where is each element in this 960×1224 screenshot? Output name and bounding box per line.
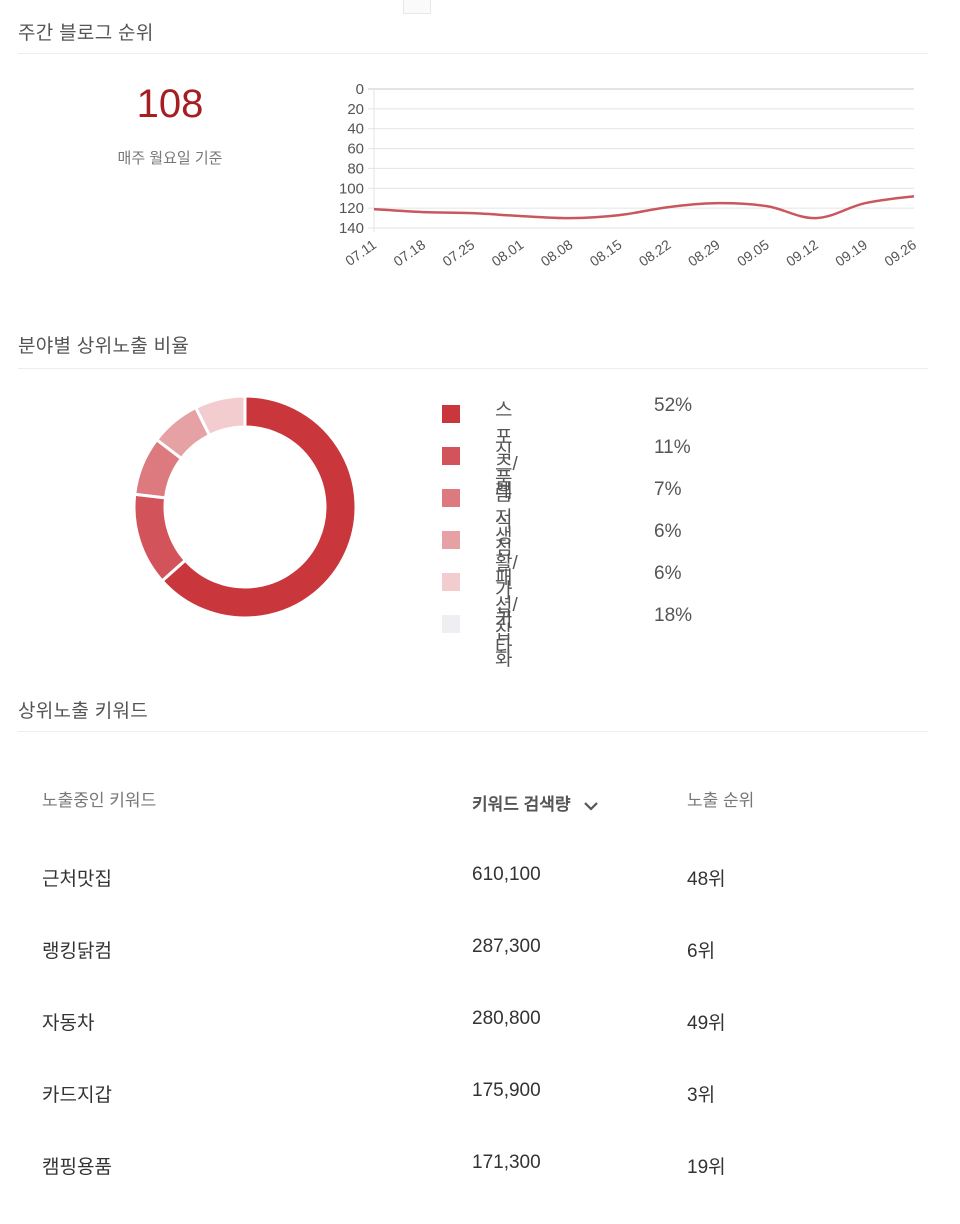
rank-cell: 19위 xyxy=(687,1157,726,1178)
svg-text:60: 60 xyxy=(347,141,364,158)
keywords-title: 상위노출 키워드 xyxy=(18,701,149,722)
svg-text:07.25: 07.25 xyxy=(439,236,477,269)
svg-text:09.05: 09.05 xyxy=(734,236,772,269)
legend-swatch-icon xyxy=(442,531,460,549)
legend-label: 기타 xyxy=(495,610,513,658)
svg-text:08.01: 08.01 xyxy=(489,236,527,269)
volume-cell: 171,300 xyxy=(472,1152,541,1173)
volume-cell: 610,100 xyxy=(472,864,541,885)
svg-text:07.18: 07.18 xyxy=(390,236,428,269)
top-tab-stub xyxy=(403,0,431,14)
category-ratio-title: 분야별 상위노출 비율 xyxy=(18,336,190,357)
table-row[interactable]: 캠핑용품 171,300 19위 xyxy=(0,1152,960,1224)
legend-label: 생활/가구 xyxy=(495,526,518,628)
legend-percent: 18% xyxy=(654,605,693,626)
svg-text:100: 100 xyxy=(339,180,364,197)
svg-text:09.12: 09.12 xyxy=(783,236,821,269)
svg-text:20: 20 xyxy=(347,101,364,118)
category-donut-chart xyxy=(132,394,358,620)
svg-text:09.26: 09.26 xyxy=(881,236,919,269)
donut-segment xyxy=(193,394,247,438)
chevron-down-icon[interactable] xyxy=(583,796,599,816)
column-header-volume-label: 키워드 검색량 xyxy=(472,795,571,814)
rank-cell: 6위 xyxy=(687,941,716,962)
svg-text:80: 80 xyxy=(347,160,364,177)
legend-percent: 11% xyxy=(654,437,691,458)
volume-cell: 287,300 xyxy=(472,936,541,957)
legend-swatch-icon xyxy=(442,489,460,507)
legend-label: 스포츠/레저 xyxy=(495,400,518,529)
legend-swatch-icon xyxy=(442,615,460,633)
divider xyxy=(18,368,928,369)
rank-cell: 3위 xyxy=(687,1085,716,1106)
donut-segment xyxy=(160,394,358,620)
svg-text:08.22: 08.22 xyxy=(636,236,674,269)
volume-cell: 175,900 xyxy=(472,1080,541,1101)
keyword-cell: 랭킹닭컴 xyxy=(42,941,112,962)
keyword-cell: 카드지갑 xyxy=(42,1085,112,1106)
svg-text:40: 40 xyxy=(347,121,364,138)
table-row[interactable]: 자동차 280,800 49위 xyxy=(0,1008,960,1080)
column-header-rank: 노출 순위 xyxy=(687,791,755,810)
keyword-cell: 자동차 xyxy=(42,1013,95,1034)
legend-swatch-icon xyxy=(442,573,460,591)
weekly-rank-title: 주간 블로그 순위 xyxy=(18,23,154,44)
donut-segment xyxy=(132,492,188,583)
table-row[interactable]: 카드지갑 175,900 3위 xyxy=(0,1080,960,1152)
legend-percent: 6% xyxy=(654,563,682,584)
svg-text:120: 120 xyxy=(339,200,364,217)
svg-text:08.15: 08.15 xyxy=(587,236,625,269)
rank-caption: 매주 월요일 기준 xyxy=(117,150,223,167)
column-header-volume-sort[interactable]: 키워드 검색량 xyxy=(472,790,599,816)
rank-line xyxy=(373,194,915,220)
keyword-cell: 근처맛집 xyxy=(42,869,112,890)
svg-text:09.19: 09.19 xyxy=(832,236,870,269)
rank-cell: 49위 xyxy=(687,1013,726,1034)
column-header-keyword: 노출중인 키워드 xyxy=(42,791,157,810)
volume-cell: 280,800 xyxy=(472,1008,541,1029)
legend-percent: 52% xyxy=(654,395,693,416)
keyword-cell: 캠핑용품 xyxy=(42,1157,112,1178)
divider xyxy=(18,53,928,54)
svg-text:08.08: 08.08 xyxy=(538,236,576,269)
rank-cell: 48위 xyxy=(687,869,726,890)
svg-text:140: 140 xyxy=(339,220,364,237)
table-row[interactable]: 랭킹닭컴 287,300 6위 xyxy=(0,936,960,1008)
svg-text:08.29: 08.29 xyxy=(685,236,723,269)
svg-text:0: 0 xyxy=(356,81,364,98)
divider xyxy=(18,731,928,732)
table-row[interactable]: 근처맛집 610,100 48위 xyxy=(0,864,960,936)
legend-percent: 7% xyxy=(654,479,682,500)
svg-text:07.11: 07.11 xyxy=(342,236,379,269)
legend-percent: 6% xyxy=(654,521,682,542)
current-rank-value: 108 xyxy=(136,82,204,126)
legend-swatch-icon xyxy=(442,405,460,423)
legend-label: 식품 xyxy=(495,442,513,490)
legend-label: 음식점 xyxy=(495,484,513,559)
legend-swatch-icon xyxy=(442,447,460,465)
legend-label: 패션/잡화 xyxy=(495,568,518,670)
